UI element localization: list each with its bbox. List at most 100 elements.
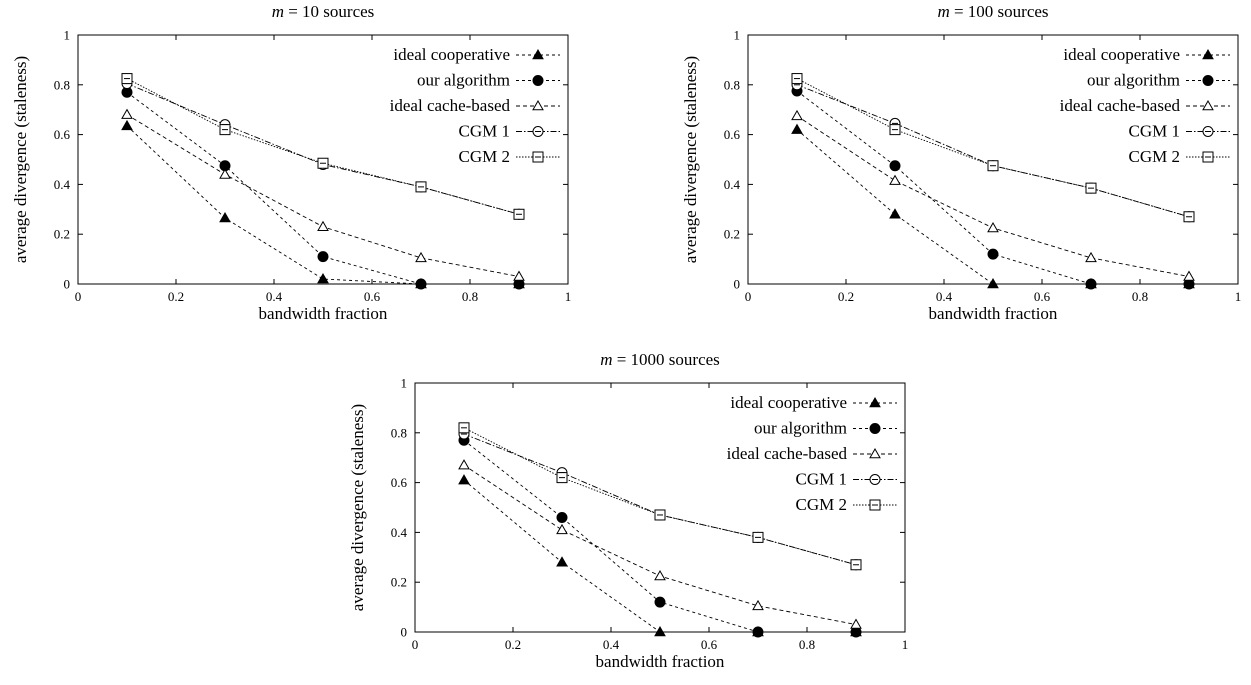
data-point	[889, 174, 901, 185]
x-tick-label: 1	[902, 637, 909, 652]
chart-panel-3: m = 1000 sources 0 0.2 0.4 0.6 0.8 1 0 0.2 0.4 0.6…	[348, 350, 908, 671]
data-point	[889, 160, 901, 172]
data-point	[556, 511, 568, 523]
series-line	[796, 78, 1190, 218]
data-point	[1085, 251, 1097, 263]
series-ideal-cooperative	[121, 119, 525, 289]
y-tick-label: 0.8	[391, 425, 407, 440]
y-tick-label: 0.2	[724, 227, 740, 242]
x-axis-label: bandwidth fraction	[596, 652, 725, 671]
x-tick-label: 1	[1235, 289, 1242, 304]
data-point	[556, 523, 568, 535]
data-point	[317, 273, 329, 284]
y-tick-label: 0.6	[391, 475, 408, 490]
legend-marker	[532, 75, 544, 86]
data-point	[791, 109, 803, 121]
data-point	[556, 472, 568, 484]
series-cgm-2	[791, 73, 1195, 223]
data-point	[415, 181, 427, 193]
series-ideal-cache-based	[458, 459, 862, 629]
legend-label: ideal cache-based	[390, 96, 511, 115]
series-our-algorithm	[791, 85, 1195, 290]
data-point	[317, 220, 329, 231]
y-axis-label: average divergence (staleness)	[11, 56, 30, 263]
data-point	[1085, 278, 1097, 290]
legend-label: our algorithm	[754, 419, 847, 438]
x-tick-label: 0.6	[701, 637, 718, 652]
data-point	[121, 119, 133, 131]
data-point	[121, 108, 133, 119]
data-point	[1085, 182, 1097, 194]
data-point	[458, 474, 470, 485]
data-point	[458, 422, 470, 434]
y-tick-label: 0.2	[54, 227, 70, 242]
series-line	[126, 91, 519, 285]
x-tick-label: 0.4	[603, 637, 620, 652]
legend-label: CGM 1	[1129, 122, 1180, 141]
legend-marker	[532, 151, 544, 163]
data-point	[317, 251, 329, 263]
x-tick-label: 0.8	[1132, 289, 1148, 304]
x-tick-label: 1	[565, 289, 572, 304]
series-ideal-cache-based	[121, 108, 525, 281]
legend-label: CGM 1	[796, 470, 847, 489]
data-point	[850, 559, 862, 571]
legend-marker	[869, 423, 881, 434]
legend-label: our algorithm	[417, 71, 510, 90]
data-point	[415, 278, 427, 290]
y-tick-label: 1	[401, 376, 408, 391]
legend: ideal cooperative our algorithm ideal cach…	[727, 393, 897, 514]
data-point	[1183, 211, 1195, 223]
x-tick-label: 0	[75, 289, 82, 304]
legend-label: ideal cache-based	[727, 444, 848, 463]
series-ideal-cache-based	[791, 109, 1195, 281]
x-tick-label: 0.4	[936, 289, 953, 304]
legend-label: ideal cooperative	[730, 393, 847, 412]
data-point	[654, 596, 666, 608]
legend-label: ideal cooperative	[1063, 45, 1180, 64]
data-point	[1183, 270, 1195, 281]
data-point	[752, 599, 764, 611]
chart-panel-2: m = 100 sources 0 0.2 0.4 0.6 0.8 1 0 0.2 0.4 0.6 0…	[681, 2, 1241, 323]
y-axis-label: average divergence (staleness)	[348, 404, 367, 611]
data-point	[513, 208, 525, 220]
plot-frame	[77, 34, 569, 285]
data-point	[791, 73, 803, 85]
y-tick-label: 0.8	[54, 77, 70, 92]
x-axis-label: bandwidth fraction	[259, 304, 388, 323]
y-tick-label: 0.6	[724, 127, 741, 142]
x-tick-label: 0	[745, 289, 752, 304]
y-tick-label: 0.4	[724, 177, 741, 192]
x-tick-label: 0.6	[1034, 289, 1051, 304]
series-our-algorithm	[121, 86, 525, 290]
chart-title: m = 100 sources	[937, 2, 1048, 21]
legend-label: ideal cache-based	[1060, 96, 1181, 115]
chart-title: m = 10 sources	[272, 2, 375, 21]
legend-marker	[869, 396, 881, 408]
data-point	[889, 208, 901, 219]
legend-marker	[869, 447, 881, 459]
data-point	[556, 556, 568, 567]
data-point	[219, 124, 231, 136]
data-point	[987, 248, 999, 260]
data-point	[752, 626, 764, 638]
legend-marker	[532, 99, 544, 111]
series-cgm-2	[121, 73, 525, 220]
data-point	[121, 73, 133, 85]
y-tick-label: 0.6	[54, 127, 71, 142]
legend-label: CGM 2	[459, 147, 510, 166]
data-point	[513, 270, 525, 281]
data-point	[654, 569, 666, 581]
data-point	[654, 509, 666, 521]
legend-marker	[532, 48, 544, 60]
series-line	[463, 427, 857, 566]
x-tick-label: 0.2	[168, 289, 184, 304]
x-tick-label: 0.8	[462, 289, 478, 304]
legend-marker	[1202, 126, 1214, 137]
legend-label: ideal cooperative	[393, 45, 510, 64]
legend: ideal cooperative our algorithm ideal cach…	[390, 45, 560, 166]
legend-label: CGM 1	[459, 122, 510, 141]
legend-label: CGM 2	[796, 495, 847, 514]
data-point	[889, 124, 901, 136]
